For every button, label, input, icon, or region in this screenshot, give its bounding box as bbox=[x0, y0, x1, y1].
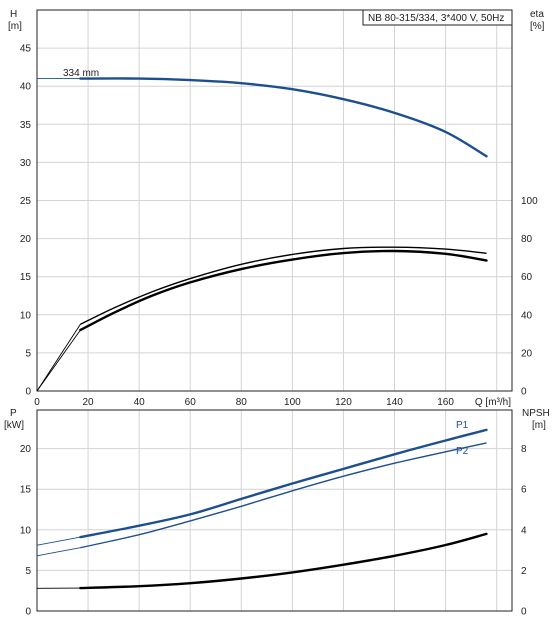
top-plot-frame bbox=[36, 9, 513, 392]
x-tick-label: 40 bbox=[134, 397, 146, 408]
p1-curve-extension bbox=[36, 536, 81, 546]
x-axis-label-box bbox=[470, 396, 512, 408]
bottom-right-tick-label: 6 bbox=[521, 485, 527, 496]
top-left-tick-label: 40 bbox=[20, 82, 32, 93]
top-left-axis-unit: [m] bbox=[8, 21, 22, 32]
x-tick-label: 140 bbox=[386, 397, 403, 408]
top-right-axis-unit: [%] bbox=[530, 21, 545, 32]
x-tick-label: 160 bbox=[437, 397, 454, 408]
bottom-left-axis-label: P bbox=[10, 408, 17, 419]
npsh-curve bbox=[79, 532, 488, 590]
top-right-tick-label: 100 bbox=[521, 196, 538, 207]
top-left-tick-label: 15 bbox=[20, 272, 32, 283]
p2-curve-extension bbox=[36, 547, 81, 557]
chart-title: NB 80-315/334, 3*400 V, 50Hz bbox=[368, 13, 504, 24]
top-right-tick-label: 60 bbox=[521, 272, 533, 283]
bottom-left-tick-label: 5 bbox=[25, 566, 31, 577]
bottom-left-tick-label: 20 bbox=[20, 444, 32, 455]
impeller-diameter-label: 334 mm bbox=[63, 68, 99, 79]
bottom-right-axis-unit: [m] bbox=[532, 420, 546, 431]
top-left-tick-label: 35 bbox=[20, 120, 32, 131]
top-left-tick-label: 10 bbox=[20, 310, 32, 321]
x-axis-label: Q [m³/h] bbox=[475, 397, 511, 408]
bottom-right-tick-label: 4 bbox=[521, 525, 527, 536]
bottom-right-axis-label: NPSH bbox=[522, 408, 550, 419]
x-tick-label: 20 bbox=[83, 397, 95, 408]
top-right-tick-label: 0 bbox=[521, 387, 527, 398]
p1-curve bbox=[79, 428, 488, 539]
x-tick-label: 80 bbox=[236, 397, 248, 408]
bottom-left-axis-unit: [kW] bbox=[4, 420, 24, 431]
head-curve bbox=[79, 77, 488, 158]
eta-curve-1-extension bbox=[36, 329, 81, 392]
top-right-axis-label: eta bbox=[530, 9, 544, 20]
top-left-tick-label: 5 bbox=[25, 348, 31, 359]
bottom-right-tick-label: 8 bbox=[521, 444, 527, 455]
chart-title-box bbox=[362, 9, 513, 26]
top-left-tick-label: 45 bbox=[20, 44, 32, 55]
p2-curve bbox=[80, 442, 487, 549]
p2-series-label: P2 bbox=[456, 446, 469, 457]
top-left-axis-label: H bbox=[10, 9, 17, 20]
bottom-left-tick-label: 0 bbox=[25, 607, 31, 618]
x-tick-label: 0 bbox=[34, 397, 40, 408]
eta-curve-1 bbox=[79, 249, 488, 332]
top-left-tick-label: 30 bbox=[20, 158, 32, 169]
x-tick-label: 100 bbox=[284, 397, 301, 408]
x-tick-label: 60 bbox=[185, 397, 197, 408]
bottom-right-tick-label: 0 bbox=[521, 607, 527, 618]
bottom-left-tick-label: 15 bbox=[20, 485, 32, 496]
top-panel: 0 5 10 15 20 25 30 35 40 45 0 20 40 60 80 100 0 20 40 60 80 1… bbox=[8, 9, 545, 408]
eta-curve-2-extension bbox=[36, 324, 81, 392]
bottom-right-tick-label: 2 bbox=[521, 566, 527, 577]
bottom-panel: 0 5 10 15 20 0 2 4 6 8 P [kW] NPSH [m] P1 P2 bbox=[4, 408, 550, 618]
bottom-plot-frame bbox=[36, 409, 513, 612]
x-tick-label: 120 bbox=[335, 397, 352, 408]
top-left-tick-label: 20 bbox=[20, 234, 32, 245]
top-right-tick-label: 20 bbox=[521, 348, 533, 359]
top-left-tick-label: 0 bbox=[25, 387, 31, 398]
bottom-left-tick-label: 10 bbox=[20, 525, 32, 536]
top-right-tick-label: 80 bbox=[521, 234, 533, 245]
top-left-tick-label: 25 bbox=[20, 196, 32, 207]
p1-series-label: P1 bbox=[456, 420, 469, 431]
eta-curve-2 bbox=[80, 246, 487, 325]
top-right-tick-label: 40 bbox=[521, 310, 533, 321]
